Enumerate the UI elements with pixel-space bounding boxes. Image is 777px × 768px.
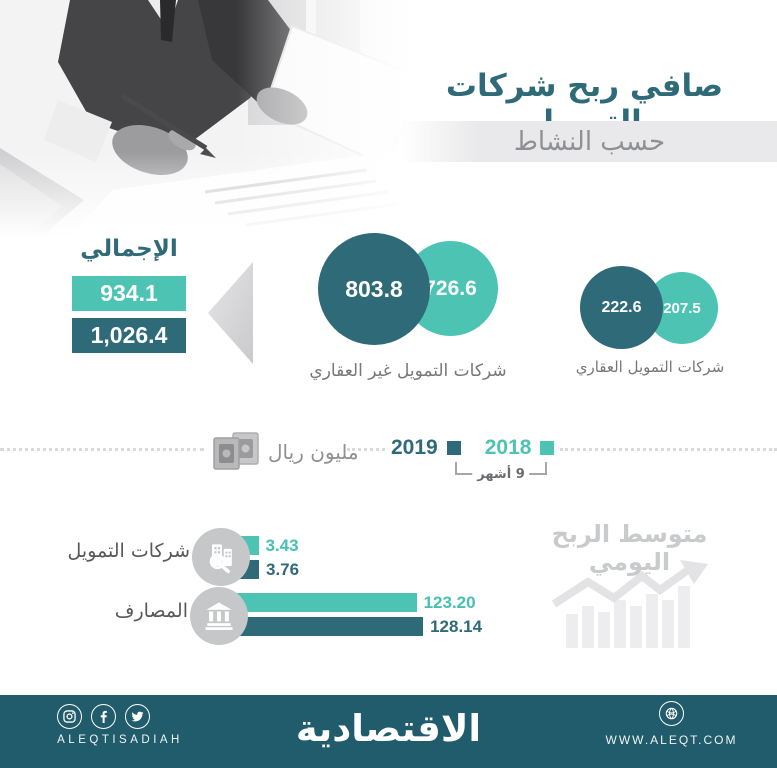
bracket-tick-left — [455, 462, 457, 475]
unit-label: مليون ريال — [268, 440, 359, 464]
buildings-search-glyph — [209, 544, 232, 574]
bar-value-financing-2018: 3.43 — [265, 535, 299, 555]
legend-year-2019: 2019 — [391, 436, 438, 459]
totals-label: الإجمالي — [80, 236, 178, 262]
bracket-tick-right — [545, 462, 547, 475]
website-block: WWW.ALEQT.COM — [599, 701, 744, 747]
total-2018-value: 934.1 — [72, 276, 186, 311]
social-icons — [57, 704, 150, 729]
bar-banks-2018 — [226, 593, 417, 612]
unit-legend: مليون ريال — [211, 429, 359, 475]
bar-value-banks-2018: 123.20 — [423, 592, 476, 612]
bubble-label-real-estate: شركات التمويل العقاري — [575, 358, 725, 376]
legend-square-2019 — [446, 441, 461, 455]
bars-banks: 123.20 128.14 — [226, 593, 482, 641]
twitter-icon[interactable] — [125, 704, 150, 729]
footer: ALEQTISADIAH الاقتصادية WWW.ALEQT.COM — [0, 695, 777, 768]
dotted-divider-left — [0, 448, 204, 451]
banknotes-icon — [213, 432, 259, 470]
legend-square-2018 — [540, 441, 555, 455]
subtitle-band: حسب النشاط — [402, 121, 777, 162]
row-label-banks: المصارف — [114, 600, 188, 622]
bubble-group-real-estate: 222.6 207.5 شركات التمويل العقاري — [576, 266, 724, 386]
bubble-group-non-real-estate: 803.8 726.6 شركات التمويل غير العقاري — [309, 233, 507, 393]
bubble-label-non-real-estate: شركات التمويل غير العقاري — [309, 361, 507, 381]
period-bracket: 9 أشهر — [455, 455, 547, 482]
row-label-financing: شركات التمويل — [67, 540, 190, 562]
dotted-divider-mid — [347, 448, 385, 451]
instagram-icon[interactable] — [57, 704, 82, 729]
total-2019-value: 1,026.4 — [72, 318, 186, 353]
legend-year-2018: 2018 — [484, 436, 532, 459]
daily-profit-title: متوسط الربح اليومي — [551, 520, 708, 576]
bar-row-banks-2019: 128.14 — [226, 617, 482, 636]
social-handle: ALEQTISADIAH — [57, 734, 183, 746]
website-url[interactable]: WWW.ALEQT.COM — [605, 733, 738, 747]
bank-icon — [190, 587, 248, 645]
bar-value-banks-2019: 128.14 — [430, 616, 483, 636]
bars-arrow-icon — [551, 560, 708, 648]
left-chevron-shape — [207, 262, 253, 364]
bubble-2019-non-real-estate: 803.8 — [318, 233, 430, 345]
globe-icon — [659, 701, 684, 726]
bubble-2019-real-estate: 222.6 — [580, 266, 663, 349]
buildings-search-icon — [192, 528, 250, 586]
bar-row-banks-2018: 123.20 — [226, 593, 482, 612]
facebook-icon[interactable] — [91, 704, 116, 729]
years-legend: 2019 2018 — [391, 436, 555, 460]
page-subtitle: حسب النشاط — [513, 126, 666, 157]
growth-chart-watermark — [548, 556, 713, 652]
photo-illustration — [0, 0, 430, 245]
bar-banks-2019 — [226, 617, 424, 636]
period-note: 9 أشهر — [472, 467, 530, 482]
businessman-signing-photo — [0, 0, 430, 245]
dotted-divider-right — [560, 448, 777, 451]
bar-value-financing-2019: 3.76 — [266, 559, 300, 579]
aleqtisadiah-logo: الاقتصادية — [295, 707, 482, 750]
bank-glyph — [205, 602, 233, 630]
